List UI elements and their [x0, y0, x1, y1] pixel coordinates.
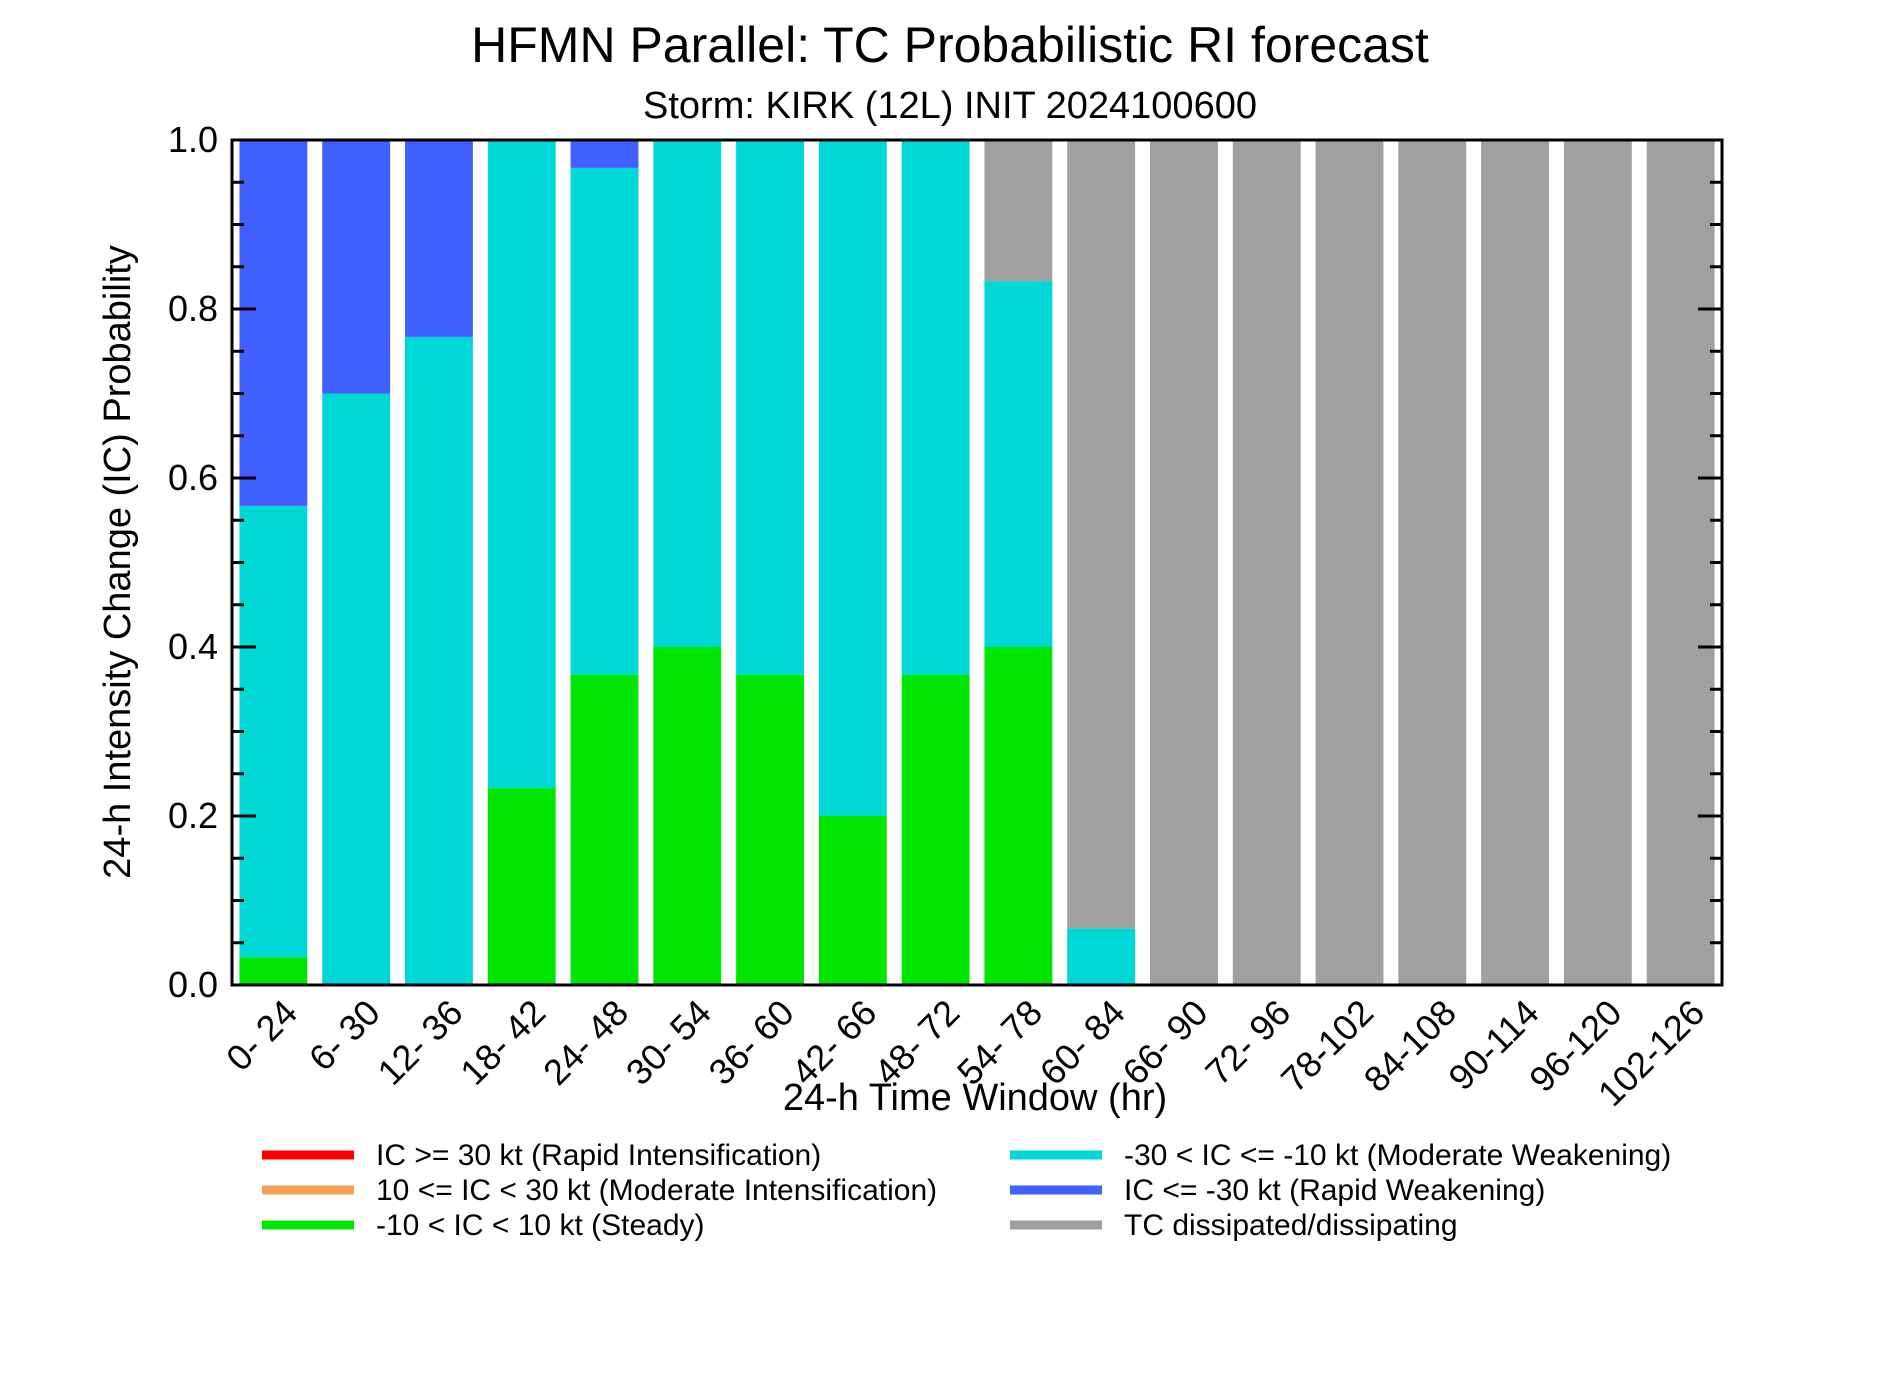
bars-group	[239, 140, 1715, 985]
bar-segment-14-5	[1398, 140, 1467, 985]
bar-segment-4-3	[570, 167, 639, 675]
bar-segment-1-4	[322, 140, 391, 394]
bar-segment-2-3	[405, 336, 473, 985]
bar-segment-16-5	[1563, 140, 1632, 985]
y-tick-label: 0.2	[168, 795, 218, 836]
bar-segment-8-2	[901, 674, 970, 985]
bar-segment-4-4	[570, 140, 639, 168]
y-axis-label: 24-h Intensity Change (IC) Probability	[97, 245, 139, 879]
bar-segment-0-3	[239, 505, 308, 958]
bar-segment-11-5	[1150, 140, 1218, 985]
bar-segment-7-3	[818, 140, 887, 816]
y-tick-labels: 0.0 0.2 0.4 0.6 0.8 1.0	[168, 119, 218, 1005]
bar-segment-5-2	[653, 647, 722, 985]
bar-segment-8-3	[901, 140, 970, 675]
bar-segment-3-2	[487, 788, 556, 985]
legend-label: TC dissipated/dissipating	[1124, 1209, 1458, 1242]
y-tick-label: 0.6	[168, 457, 218, 498]
y-tick-label: 1.0	[168, 119, 218, 160]
bar-segment-5-3	[653, 140, 722, 647]
x-tick-label: 90-114	[1440, 992, 1546, 1098]
x-tick-label: 84-108	[1356, 992, 1464, 1100]
x-tick-label: 24- 48	[535, 992, 636, 1093]
chart-subtitle: Storm: KIRK (12L) INIT 2024100600	[643, 85, 1257, 127]
legend-label: -30 < IC <= -10 kt (Moderate Weakening)	[1124, 1139, 1671, 1172]
x-axis-label: 24-h Time Window (hr)	[783, 1077, 1167, 1119]
bar-segment-7-2	[818, 816, 887, 985]
bar-segment-10-5	[1067, 140, 1136, 929]
x-tick-label: 30- 54	[618, 992, 719, 1093]
plot-frame	[230, 138, 1724, 987]
bar-segment-0-2	[239, 957, 308, 985]
bar-segment-6-3	[736, 140, 804, 675]
bar-segment-6-2	[736, 674, 804, 985]
x-tick-label: 12- 36	[369, 992, 470, 1093]
bar-segment-2-4	[405, 140, 473, 337]
y-tick-label: 0.4	[168, 626, 218, 667]
legend-label: IC >= 30 kt (Rapid Intensification)	[376, 1139, 821, 1172]
bar-segment-9-5	[984, 140, 1053, 282]
bar-segment-17-5	[1646, 140, 1715, 985]
bar-segment-12-5	[1232, 140, 1301, 985]
bar-segment-3-3	[487, 140, 556, 789]
legend-label: 10 <= IC < 30 kt (Moderate Intensificati…	[376, 1174, 937, 1207]
chart-title: HFMN Parallel: TC Probabilistic RI forec…	[471, 17, 1429, 73]
bar-segment-10-3	[1067, 928, 1136, 985]
legend: IC >= 30 kt (Rapid Intensification)10 <=…	[262, 1139, 1671, 1242]
bar-segment-9-2	[984, 647, 1053, 985]
legend-label: IC <= -30 kt (Rapid Weakening)	[1124, 1174, 1545, 1207]
x-tick-label: 0- 24	[218, 992, 305, 1079]
x-tick-label: 18- 42	[452, 992, 553, 1093]
x-tick-label: 78-102	[1273, 992, 1381, 1100]
bar-segment-0-4	[239, 140, 308, 506]
bar-segment-1-3	[322, 393, 391, 985]
bar-segment-13-5	[1315, 140, 1384, 985]
bar-segment-9-3	[984, 281, 1053, 647]
bar-segment-4-2	[570, 674, 639, 985]
y-tick-label: 0.8	[168, 288, 218, 329]
y-tick-label: 0.0	[168, 964, 218, 1005]
axis-ticks	[232, 138, 1722, 987]
bar-segment-15-5	[1481, 140, 1549, 985]
legend-label: -10 < IC < 10 kt (Steady)	[376, 1209, 705, 1242]
